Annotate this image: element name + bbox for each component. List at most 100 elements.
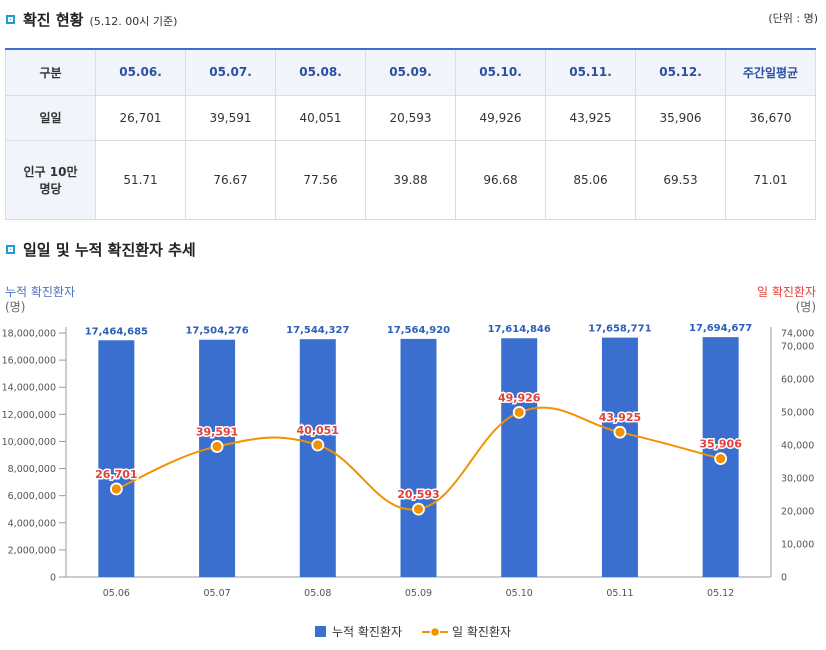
line-point [109,482,123,496]
column-header: 05.10. [455,47,546,96]
right-axis-unit: (명) [796,300,816,314]
left-tick-label: 16,000,000 [2,356,56,367]
square-bullet-icon [6,15,15,24]
table-cell: 51.71 [95,139,186,221]
row-label: 인구 10만명당 [5,139,96,221]
line-value-label: 49,926 [498,391,541,404]
table-cell: 26,701 [95,94,186,141]
column-header: 05.11. [545,47,636,96]
table-cell: 39.88 [365,139,456,221]
table-cell: 71.01 [725,139,816,221]
x-tick-label: 05.09 [405,588,432,599]
column-header: 05.09. [365,47,456,96]
bar [501,338,538,577]
status-table: 구분 05.06. 05.07. 05.08. 05.09. 05.10. 05… [5,47,816,221]
left-tick-label: 2,000,000 [8,545,56,556]
bar-value-label: 17,658,771 [588,324,651,335]
line-value-label: 35,906 [699,438,742,451]
table-cell: 76.67 [185,139,276,221]
bar [601,337,638,577]
line-value-label: 43,925 [599,411,641,424]
bar [199,339,236,577]
right-tick-label: 10,000 [781,540,814,551]
line-value-label: 40,051 [297,424,339,437]
line-point [613,425,627,439]
column-header: 05.12. [635,47,726,96]
right-tick-label: 74,000 [781,329,814,340]
right-tick-label: 0 [781,573,787,584]
line-point [412,502,425,516]
x-tick-label: 05.10 [506,588,533,599]
unit-label: (단위 : 명) [768,12,818,25]
left-tick-label: 14,000,000 [2,383,56,394]
bar-value-label: 17,694,677 [689,323,752,334]
column-header: 주간일평균 [725,47,816,96]
table-corner: 구분 [5,47,96,96]
legend-label: 누적 확진환자 [331,625,403,639]
chart-legend: 누적 확진환자 일 확진환자 [0,623,826,640]
left-axis-title: 누적 확진환자 [5,285,75,299]
x-tick-label: 05.08 [304,588,331,599]
left-axis-unit: (명) [5,300,25,314]
left-tick-label: 0 [50,573,56,584]
table-cell: 40,051 [275,94,366,141]
bar [400,338,437,577]
column-header: 05.06. [95,47,186,96]
line-point [512,405,526,419]
left-tick-label: 18,000,000 [2,329,56,340]
bar-value-label: 17,614,846 [488,324,551,335]
section-title-trend: 일일 및 누적 확진환자 추세 [6,239,196,260]
line-value-label: 20,593 [397,488,439,501]
line-value-label: 39,591 [196,425,238,438]
legend-bar-swatch-icon [314,626,326,637]
table-header-row: 구분 05.06. 05.07. 05.08. 05.09. 05.10. 05… [5,47,816,96]
line-point [311,438,325,452]
legend-label: 일 확진환자 [452,625,512,639]
bar [299,339,336,577]
table-cell: 36,670 [725,94,816,141]
legend-item-daily: 일 확진환자 [422,623,511,640]
x-tick-label: 05.07 [203,588,230,599]
section-title-status: 확진 현황 (5.12. 00시 기준) [6,9,177,30]
bar-value-label: 17,464,685 [85,326,148,337]
right-axis-title: 일 확진환자 [757,285,816,299]
row-label: 일일 [5,94,96,141]
bar-value-label: 17,544,327 [286,325,349,336]
left-tick-label: 10,000,000 [2,437,56,448]
x-tick-label: 05.11 [606,588,633,599]
line-point [714,452,728,466]
table-cell: 85.06 [545,139,636,221]
column-header: 05.07. [185,47,276,96]
status-title: 확진 현황 [23,11,84,29]
line-value-label: 26,701 [95,468,137,481]
table-cell: 35,906 [635,94,726,141]
trend-chart: 누적 확진환자(명)일 확진환자(명)02,000,0004,000,0006,… [2,285,816,599]
trend-title: 일일 및 누적 확진환자 추세 [23,241,196,259]
table-row: 일일 26,701 39,591 40,051 20,593 49,926 43… [5,94,816,141]
table-cell: 77.56 [275,139,366,221]
bar-value-label: 17,504,276 [185,326,248,337]
table-row: 인구 10만명당 51.71 76.67 77.56 39.88 96.68 8… [5,139,816,221]
table-cell: 96.68 [455,139,546,221]
legend-item-cumulative: 누적 확진환자 [314,623,403,640]
table-cell: 69.53 [635,139,726,221]
left-tick-label: 6,000,000 [8,491,56,502]
square-bullet-icon [6,245,15,254]
right-tick-label: 30,000 [781,474,814,485]
left-tick-label: 12,000,000 [2,410,56,421]
table-cell: 43,925 [545,94,636,141]
x-tick-label: 05.06 [103,588,130,599]
status-subtitle: (5.12. 00시 기준) [89,14,178,28]
column-header: 05.08. [275,47,366,96]
left-tick-label: 4,000,000 [8,518,56,529]
left-tick-label: 8,000,000 [8,464,56,475]
x-tick-label: 05.12 [707,588,734,599]
table-cell: 39,591 [185,94,276,141]
legend-line-swatch-icon [422,626,449,637]
bar-value-label: 17,564,920 [387,325,450,336]
right-tick-label: 60,000 [781,375,814,386]
right-tick-label: 40,000 [781,441,814,452]
table-cell: 49,926 [455,94,546,141]
line-point [210,440,224,453]
bar [98,340,135,577]
